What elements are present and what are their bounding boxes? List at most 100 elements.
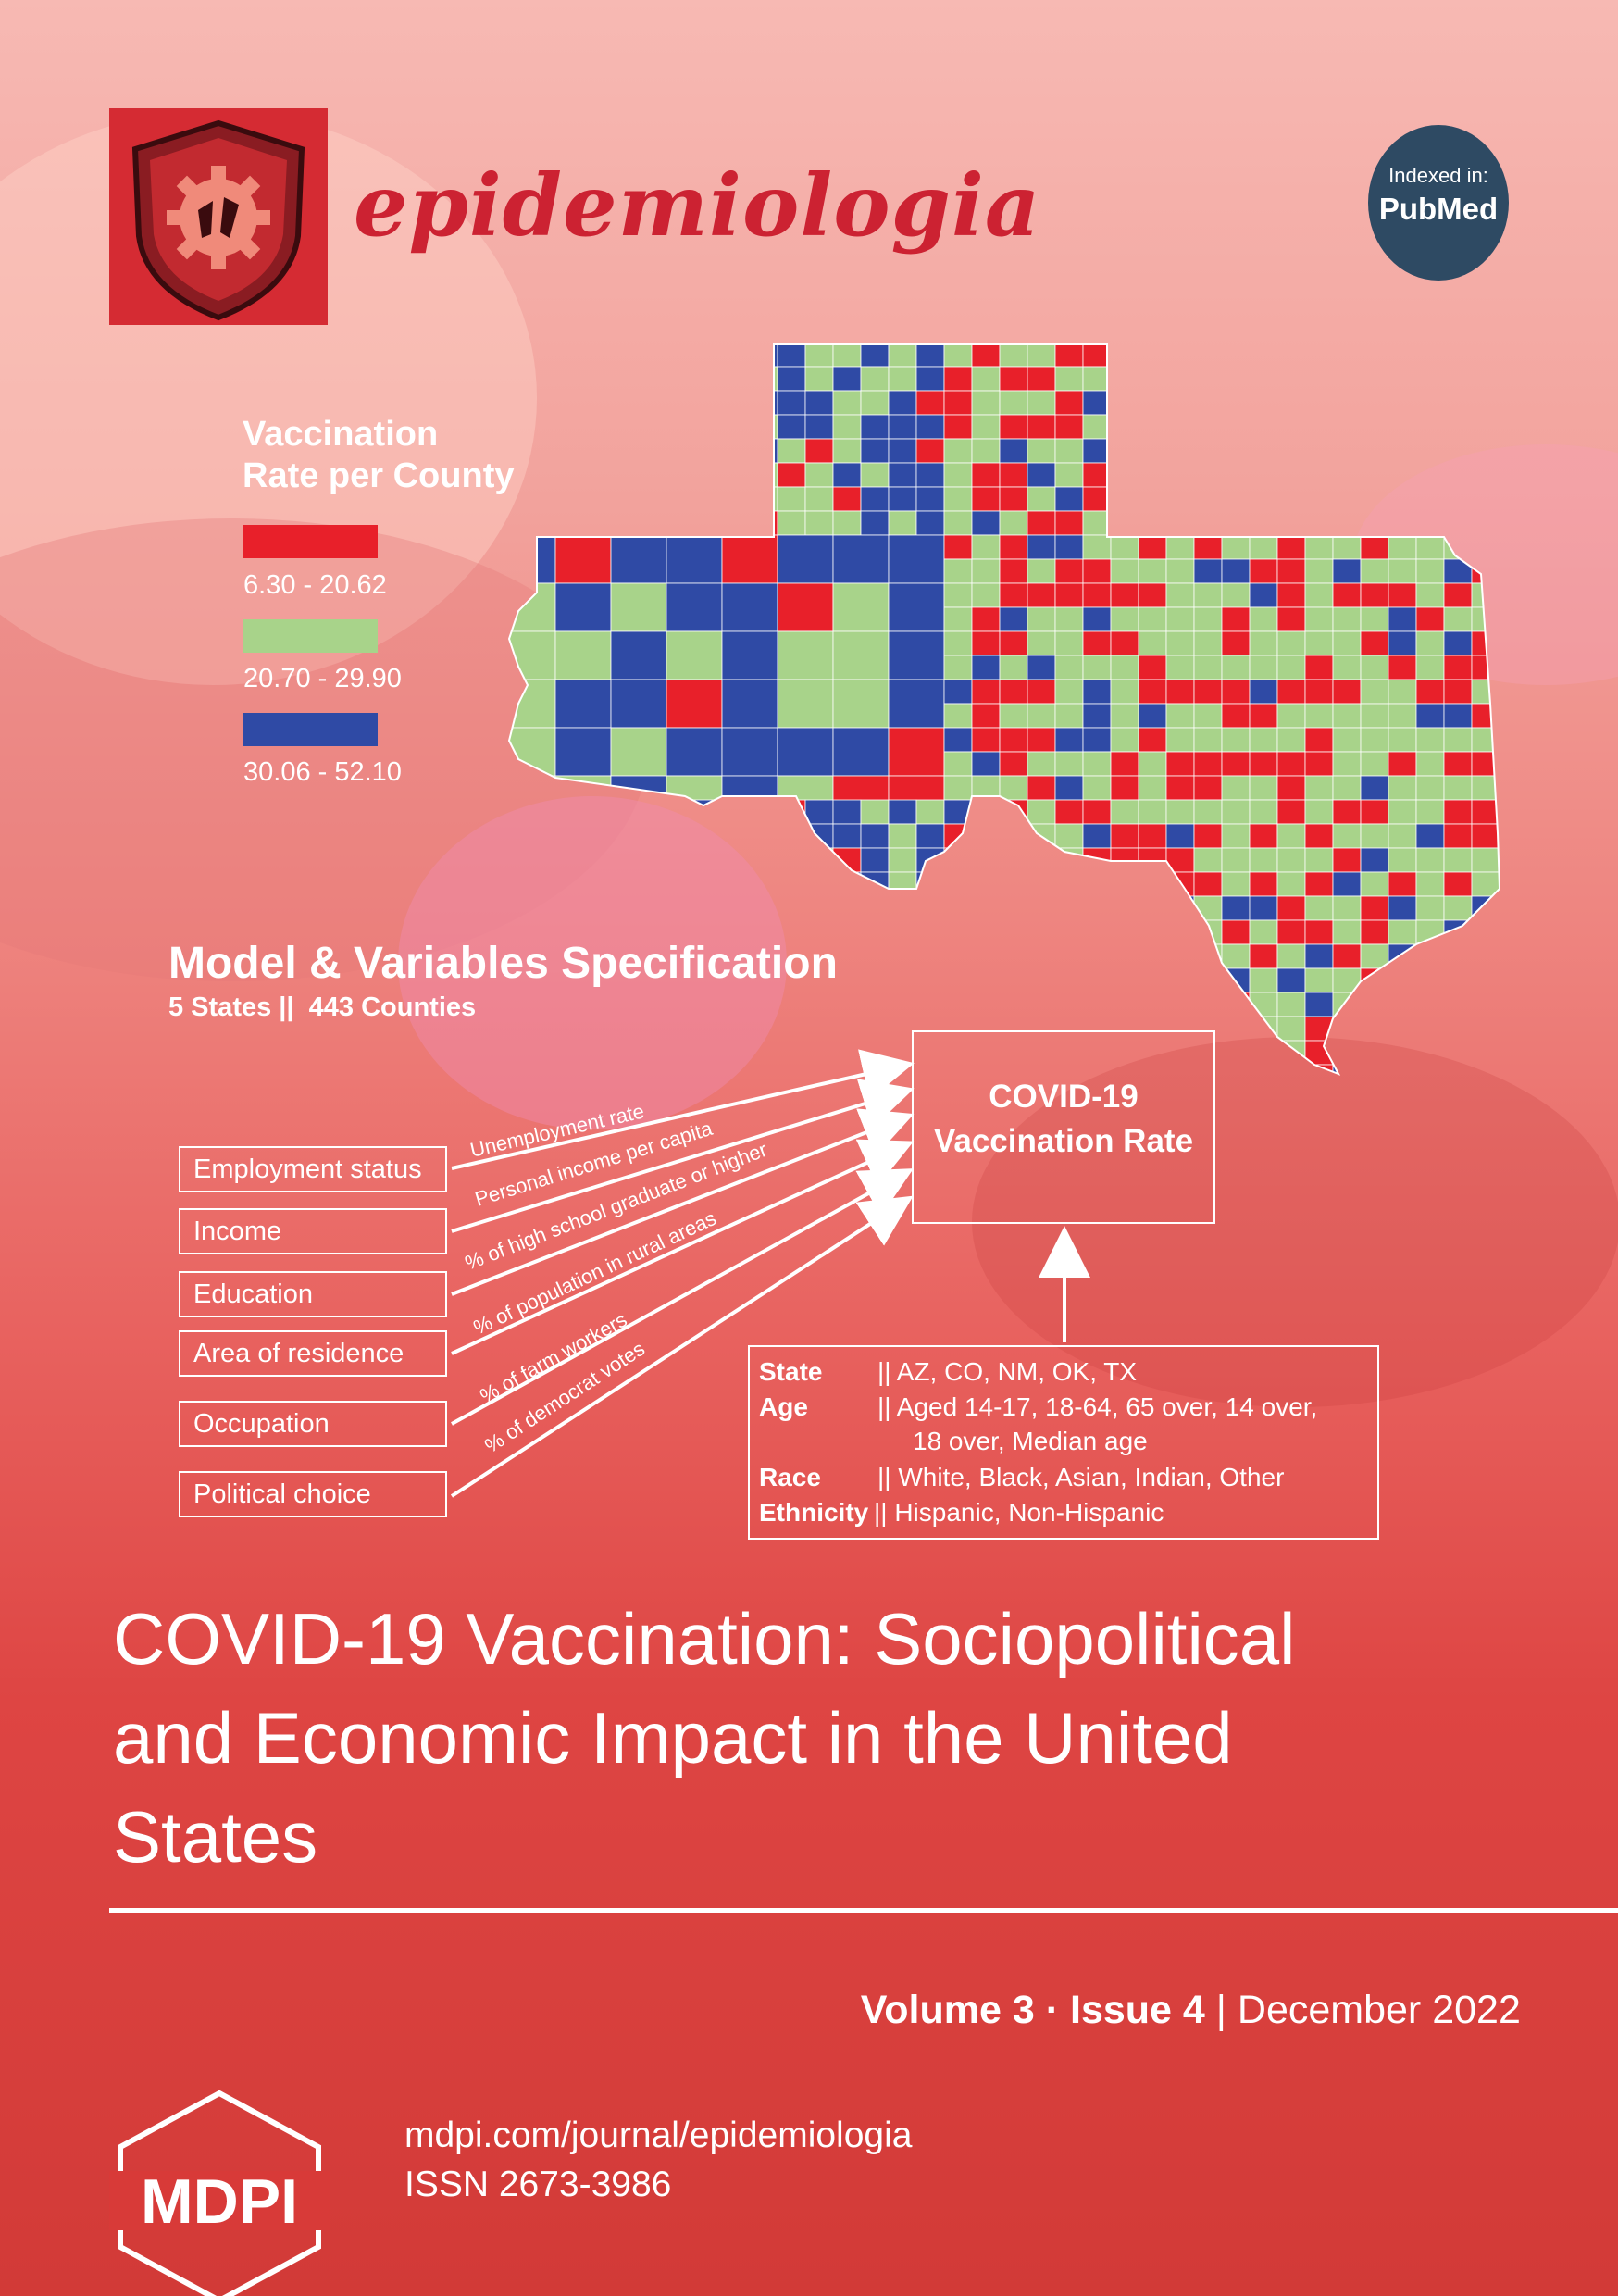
- county-cell: [1360, 630, 1389, 656]
- county-cell: [1054, 775, 1084, 801]
- legend-title-line1: Vaccination: [243, 415, 439, 454]
- county-cell: [971, 582, 1001, 608]
- county-cell: [1304, 558, 1334, 584]
- variable-box-income: Income: [179, 1208, 447, 1254]
- county-cell: [1027, 799, 1056, 825]
- control-key-age: Age: [759, 1392, 808, 1421]
- county-cell: [860, 462, 890, 488]
- county-cell: [610, 630, 667, 680]
- county-cell: [1276, 943, 1306, 969]
- county-cell: [1193, 534, 1223, 560]
- county-cell: [1221, 943, 1251, 969]
- county-cell: [888, 438, 917, 464]
- county-cell: [1249, 655, 1278, 680]
- county-cell: [1388, 679, 1417, 705]
- county-cell: [1221, 582, 1251, 608]
- county-cell: [832, 727, 890, 777]
- pubmed-badge: Indexed in: PubMed: [1368, 125, 1509, 281]
- county-cell: [1221, 534, 1251, 560]
- county-cell: [1360, 655, 1389, 680]
- county-cell: [860, 823, 890, 849]
- county-cell: [1054, 582, 1084, 608]
- county-cell: [610, 679, 667, 729]
- article-title-line1: COVID-19 Vaccination: Sociopolitical: [113, 1598, 1296, 1679]
- county-cell: [1082, 823, 1112, 849]
- county-cell: [999, 727, 1028, 753]
- county-cell: [832, 344, 862, 368]
- county-cell: [915, 438, 945, 464]
- county-cell: [971, 438, 1001, 464]
- county-cell: [1443, 630, 1473, 656]
- county-cell: [1360, 895, 1389, 921]
- county-cell: [999, 486, 1028, 512]
- county-cell: [1193, 775, 1223, 801]
- county-cell: [860, 366, 890, 392]
- legend-label-mid: 20.70 - 29.90: [243, 664, 402, 693]
- target-variable-box: COVID-19 Vaccination Rate: [912, 1030, 1215, 1224]
- issue-volume: Volume 3: [860, 1988, 1035, 2032]
- county-cell: [1304, 895, 1334, 921]
- county-cell: [1221, 558, 1251, 584]
- county-cell: [1332, 655, 1362, 680]
- county-cell: [832, 438, 862, 464]
- county-cell: [1249, 775, 1278, 801]
- county-cell: [999, 582, 1028, 608]
- county-cell: [1415, 751, 1445, 777]
- county-cell: [915, 390, 945, 416]
- county-cell: [888, 727, 945, 777]
- county-cell: [1332, 823, 1362, 849]
- county-cell: [1110, 775, 1139, 801]
- county-cell: [1082, 727, 1112, 753]
- county-cell: [971, 751, 1001, 777]
- county-cell: [1221, 871, 1251, 897]
- county-cell: [943, 390, 973, 416]
- county-cell: [1471, 799, 1500, 825]
- county-cell: [1276, 558, 1306, 584]
- county-cell: [1193, 823, 1223, 849]
- county-cell: [1082, 558, 1112, 584]
- county-cell: [1027, 366, 1056, 392]
- county-cell: [999, 390, 1028, 416]
- county-cell: [888, 582, 945, 632]
- legend-swatch-low: [243, 525, 378, 558]
- county-cell: [1249, 727, 1278, 753]
- county-cell: [1054, 534, 1084, 560]
- article-title-line2: and Economic Impact in the United: [113, 1697, 1233, 1778]
- control-val-age: || Aged 14-17, 18-64, 65 over, 14 over,: [877, 1392, 1318, 1421]
- arrow-employment: [451, 1049, 915, 1170]
- variable-box-residence: Area of residence: [179, 1330, 447, 1377]
- control-row-state: State || AZ, CO, NM, OK, TX: [759, 1357, 1137, 1387]
- shield-gear-icon: [131, 119, 305, 321]
- control-val-ethnicity: || Hispanic, Non-Hispanic: [874, 1498, 1164, 1527]
- issue-number: Issue 4: [1070, 1988, 1205, 2032]
- county-cell: [1332, 775, 1362, 801]
- control-row-ethnicity: Ethnicity || Hispanic, Non-Hispanic: [759, 1498, 1164, 1528]
- county-cell: [888, 534, 945, 584]
- county-cell: [804, 438, 834, 464]
- county-cell: [1443, 775, 1473, 801]
- control-key-state: State: [759, 1357, 823, 1386]
- county-cell: [971, 606, 1001, 632]
- county-cell: [1138, 775, 1167, 801]
- county-cell: [971, 727, 1001, 753]
- arrow-residence: [451, 1139, 915, 1355]
- county-cell: [943, 775, 973, 801]
- county-cell: [1415, 703, 1445, 729]
- county-cell: [1054, 630, 1084, 656]
- county-cell: [888, 486, 917, 512]
- county-cell: [1165, 679, 1195, 705]
- county-cell: [999, 438, 1028, 464]
- county-cell: [1193, 799, 1223, 825]
- county-cell: [832, 486, 862, 512]
- county-cell: [1082, 606, 1112, 632]
- county-cell: [777, 582, 834, 632]
- county-cell: [1193, 895, 1223, 921]
- county-cell: [1415, 606, 1445, 632]
- county-cell: [554, 630, 612, 680]
- county-cell: [1276, 679, 1306, 705]
- county-cell: [943, 751, 973, 777]
- county-cell: [1415, 823, 1445, 849]
- journal-name: epidemiologia: [354, 156, 1041, 256]
